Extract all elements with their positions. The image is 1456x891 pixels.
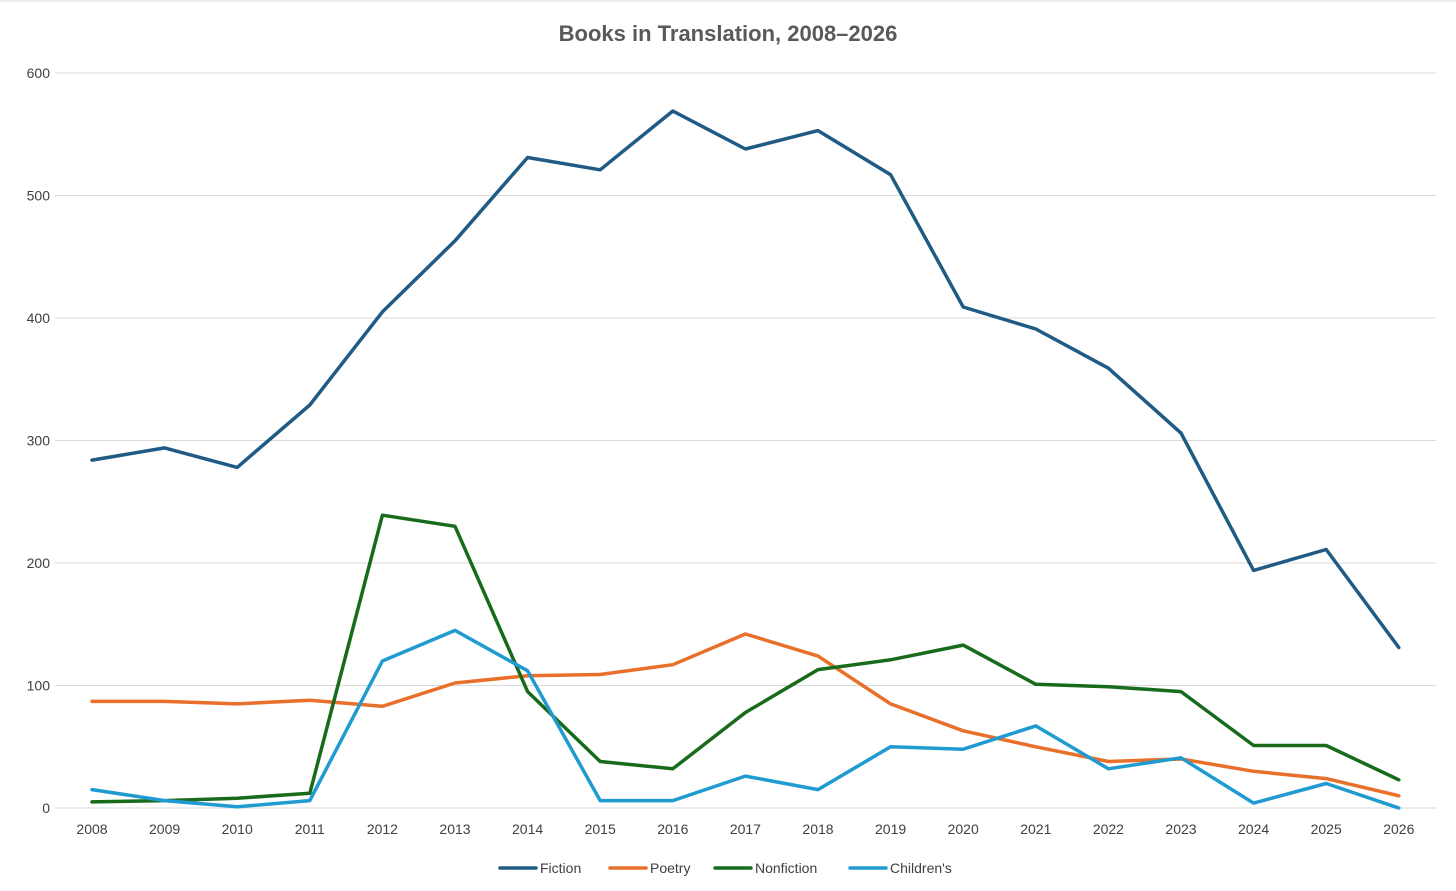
x-tick-label: 2022 xyxy=(1093,821,1124,837)
series-line-childrens xyxy=(90,628,1401,810)
series-lines xyxy=(90,109,1401,810)
x-tick-label: 2010 xyxy=(222,821,253,837)
series-line-nonfiction xyxy=(90,513,1401,804)
legend-label: Nonfiction xyxy=(755,860,817,876)
x-tick-label: 2009 xyxy=(149,821,180,837)
x-tick-label: 2012 xyxy=(367,821,398,837)
x-tick-label: 2013 xyxy=(439,821,470,837)
y-tick-label: 200 xyxy=(27,555,51,571)
y-tick-label: 600 xyxy=(27,65,51,81)
gridlines xyxy=(55,72,1436,809)
x-tick-label: 2008 xyxy=(76,821,107,837)
x-tick-label: 2014 xyxy=(512,821,543,837)
y-tick-label: 100 xyxy=(27,678,51,694)
y-tick-label: 0 xyxy=(42,800,50,816)
legend-item-poetry: Poetry xyxy=(608,860,690,876)
x-tick-label: 2017 xyxy=(730,821,761,837)
series-line-fiction xyxy=(90,109,1401,650)
y-tick-label: 300 xyxy=(27,433,51,449)
legend-label: Fiction xyxy=(540,860,581,876)
legend-item-childrens: Children's xyxy=(848,860,952,876)
x-tick-label: 2016 xyxy=(657,821,688,837)
y-tick-label: 500 xyxy=(27,188,51,204)
legend-label: Children's xyxy=(890,860,952,876)
x-tick-label: 2015 xyxy=(585,821,616,837)
x-tick-label: 2020 xyxy=(948,821,979,837)
legend: Fiction Poetry Nonfiction Children's xyxy=(498,860,952,876)
x-tick-label: 2023 xyxy=(1165,821,1196,837)
legend-item-nonfiction: Nonfiction xyxy=(713,860,817,876)
x-tick-label: 2024 xyxy=(1238,821,1269,837)
legend-label: Poetry xyxy=(650,860,690,876)
y-axis-ticks: 0 100 200 300 400 500 600 xyxy=(27,65,51,816)
y-tick-label: 400 xyxy=(27,310,51,326)
x-tick-label: 2026 xyxy=(1383,821,1414,837)
x-tick-label: 2025 xyxy=(1311,821,1342,837)
x-axis-ticks: 2008 2009 2010 2011 2012 2013 2014 2015 2016 2017… xyxy=(76,821,1414,837)
x-tick-label: 2011 xyxy=(295,821,325,837)
chart-title: Books in Translation, 2008–2026 xyxy=(559,21,898,46)
x-tick-label: 2021 xyxy=(1020,821,1051,837)
x-tick-label: 2019 xyxy=(875,821,906,837)
legend-item-fiction: Fiction xyxy=(498,860,581,876)
x-tick-label: 2018 xyxy=(802,821,833,837)
